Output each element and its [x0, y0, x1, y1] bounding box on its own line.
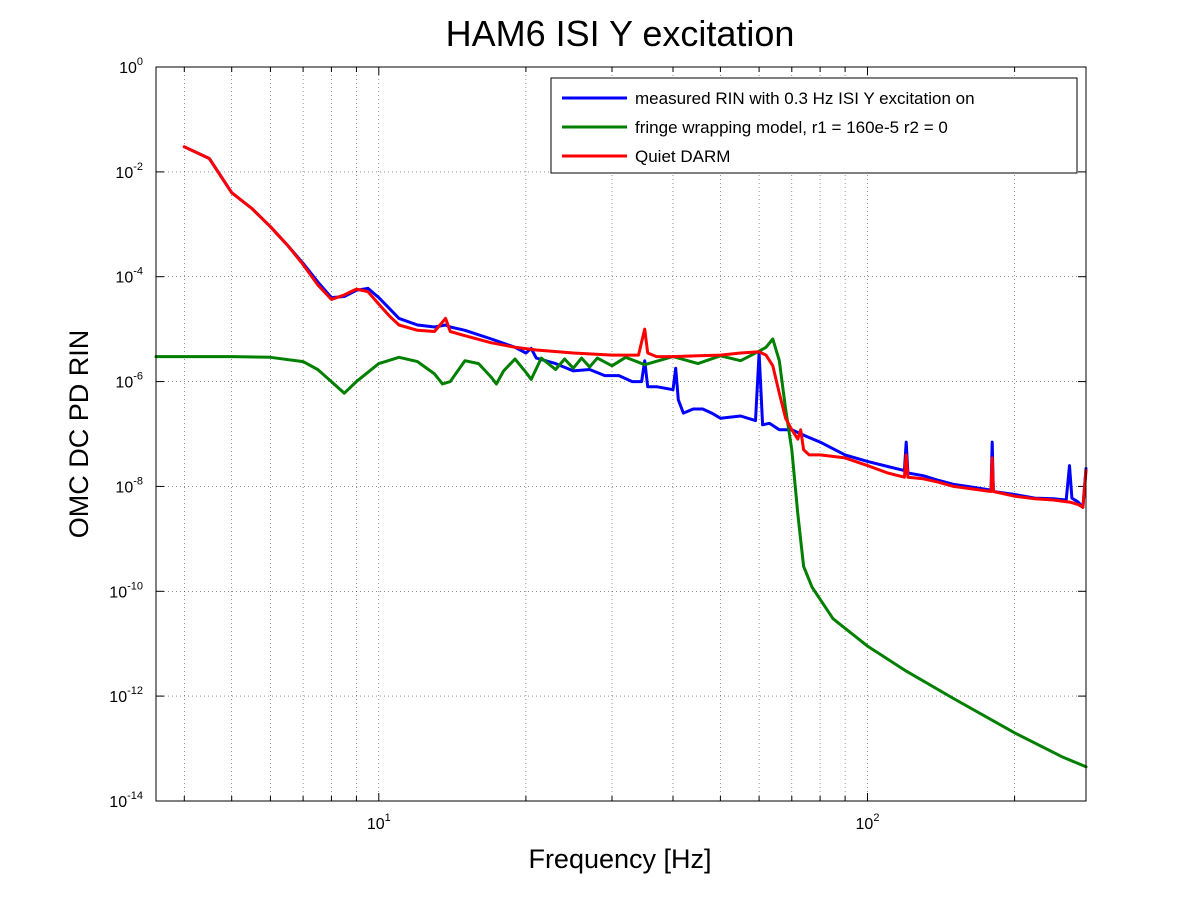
y-tick-label: 10-2: [115, 161, 143, 182]
series-line-1: [154, 337, 1088, 769]
series-line-2: [182, 145, 1088, 509]
y-tick-label: 10-14: [109, 790, 143, 811]
y-tick-labels: 100 10-2 10-4 10-6 10-8 10-10 10-12 10-14: [109, 56, 143, 811]
legend-label-1: fringe wrapping model, r1 = 160e-5 r2 = …: [635, 118, 948, 137]
y-tick-label: 10-4: [115, 266, 143, 287]
legend-box: [550, 77, 1078, 174]
y-axis-label: OMC DC PD RIN: [64, 330, 94, 539]
y-tick-label: 10-12: [109, 685, 143, 706]
legend: measured RIN with 0.3 Hz ISI Y excitatio…: [550, 77, 1078, 174]
y-tick-label: 10-8: [115, 475, 143, 496]
legend-label-2: Quiet DARM: [635, 147, 730, 166]
y-tick-label: 100: [119, 56, 143, 77]
series-layer: [154, 145, 1088, 769]
plot-area: [156, 67, 1086, 801]
plot-frame: [155, 66, 1087, 802]
x-axis-label: Frequency [Hz]: [528, 844, 711, 874]
x-tick-label: 102: [856, 812, 880, 833]
x-tick-label: 101: [367, 812, 391, 833]
series-line-0: [182, 145, 1088, 509]
chart-title: HAM6 ISI Y excitation: [446, 13, 795, 54]
legend-label-0: measured RIN with 0.3 Hz ISI Y excitatio…: [635, 89, 975, 108]
y-tick-label: 10-6: [115, 371, 143, 392]
y-tick-label: 10-10: [109, 580, 143, 601]
x-tick-labels: 101 102: [367, 812, 880, 833]
legend-items: measured RIN with 0.3 Hz ISI Y excitatio…: [562, 89, 975, 166]
